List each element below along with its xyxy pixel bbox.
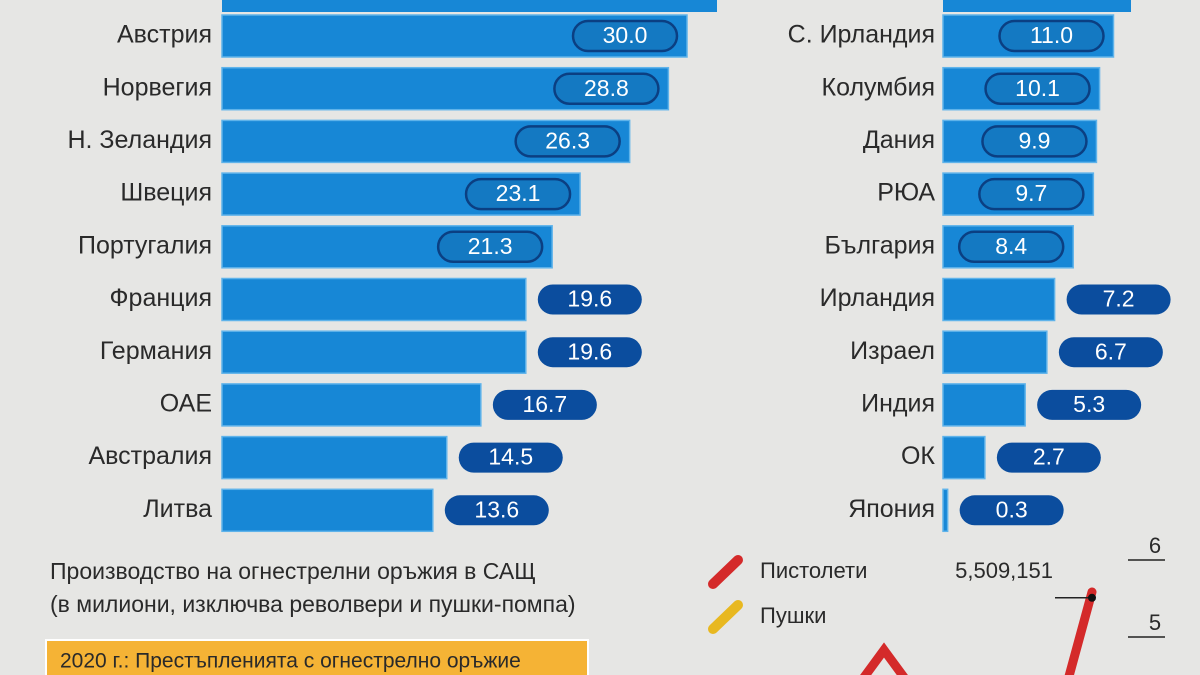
cut-bar xyxy=(222,0,717,12)
category-label: Швеция xyxy=(120,179,212,207)
value-label: 9.9 xyxy=(1018,127,1050,153)
value-label: 5.3 xyxy=(1073,391,1105,417)
category-label: Франция xyxy=(110,284,212,312)
value-pill xyxy=(959,495,1064,526)
value-label: 19.6 xyxy=(567,338,612,364)
value-label: 6.7 xyxy=(1095,338,1127,364)
value-label: 21.3 xyxy=(468,233,513,259)
value-label: 16.7 xyxy=(522,391,567,417)
category-label: Колумбия xyxy=(822,73,935,101)
value-label: 23.1 xyxy=(496,180,541,206)
bar xyxy=(221,383,482,427)
value-pill xyxy=(571,19,679,53)
legend-swatch xyxy=(708,600,743,634)
value-pill xyxy=(1066,284,1171,315)
category-label: Израел xyxy=(850,337,935,365)
category-label: Литва xyxy=(143,495,212,523)
value-pill xyxy=(537,337,642,368)
value-pill xyxy=(998,19,1105,53)
value-pill xyxy=(444,495,549,526)
category-label: С. Ирландия xyxy=(788,21,935,49)
cut-bar xyxy=(943,0,1131,12)
category-label: ОАЕ xyxy=(160,390,212,418)
value-pill xyxy=(1037,389,1142,420)
value-pill xyxy=(957,230,1065,264)
value-label: 26.3 xyxy=(545,127,590,153)
note-box xyxy=(45,639,589,675)
value-label: 28.8 xyxy=(584,75,629,101)
bar xyxy=(942,330,1048,374)
value-pill xyxy=(978,177,1085,211)
y-tick-label: 6 xyxy=(1149,533,1161,558)
value-pill xyxy=(537,284,642,315)
value-label: 10.1 xyxy=(1015,75,1060,101)
value-label: 7.2 xyxy=(1103,286,1135,312)
bar xyxy=(221,488,434,533)
note: 2020 г.: Престъпленията с огнестрелно ор… xyxy=(60,650,521,673)
value-pill xyxy=(464,177,572,211)
line-piece xyxy=(1064,587,1097,675)
legend-label: Пистолети xyxy=(760,558,867,583)
category-label: Норвегия xyxy=(103,73,212,101)
bar xyxy=(942,488,949,533)
value-pill xyxy=(984,72,1091,105)
value-pill xyxy=(996,442,1101,473)
value-pill xyxy=(1058,337,1163,368)
bar xyxy=(942,277,1056,322)
category-label: Португалия xyxy=(78,231,212,259)
category-label: Австрия xyxy=(117,21,212,49)
point-label: 5,509,151 xyxy=(955,558,1053,583)
bar xyxy=(221,277,527,322)
bar xyxy=(221,330,527,374)
category-label: РЮА xyxy=(877,179,935,207)
category-label: Япония xyxy=(848,495,935,523)
category-label: ОК xyxy=(901,442,935,470)
line-subtitle: (в милиони, изключва револвери и пушки-п… xyxy=(50,591,576,617)
value-pill xyxy=(458,442,563,473)
y-tick-label: 5 xyxy=(1149,610,1161,635)
bar xyxy=(942,383,1026,427)
category-label: България xyxy=(825,231,936,259)
value-label: 2.7 xyxy=(1033,444,1065,470)
value-pill xyxy=(553,72,660,105)
category-label: Германия xyxy=(100,337,212,365)
value-label: 14.5 xyxy=(488,444,533,470)
data-point xyxy=(1088,593,1096,602)
category-label: Австралия xyxy=(88,442,212,470)
legend-swatch xyxy=(708,555,743,589)
line-piece xyxy=(860,642,908,675)
category-label: Ирландия xyxy=(820,284,935,312)
bar xyxy=(942,435,986,480)
value-label: 9.7 xyxy=(1015,180,1047,206)
category-label: Дания xyxy=(863,126,935,154)
value-label: 13.6 xyxy=(474,496,519,522)
value-label: 0.3 xyxy=(996,496,1028,522)
value-label: 30.0 xyxy=(603,22,648,48)
bar xyxy=(221,435,448,480)
value-pill xyxy=(981,125,1088,158)
value-pill xyxy=(436,230,544,264)
value-label: 8.4 xyxy=(995,233,1027,259)
value-pill xyxy=(514,125,621,158)
line-title: Производство на огнестрелни оръжия в САЩ xyxy=(50,558,536,584)
legend-label: Пушки xyxy=(760,603,826,628)
category-label: Н. Зеландия xyxy=(67,126,212,154)
category-label: Индия xyxy=(861,390,935,418)
value-label: 19.6 xyxy=(567,286,612,312)
value-label: 11.0 xyxy=(1030,22,1073,48)
value-pill xyxy=(492,389,597,420)
